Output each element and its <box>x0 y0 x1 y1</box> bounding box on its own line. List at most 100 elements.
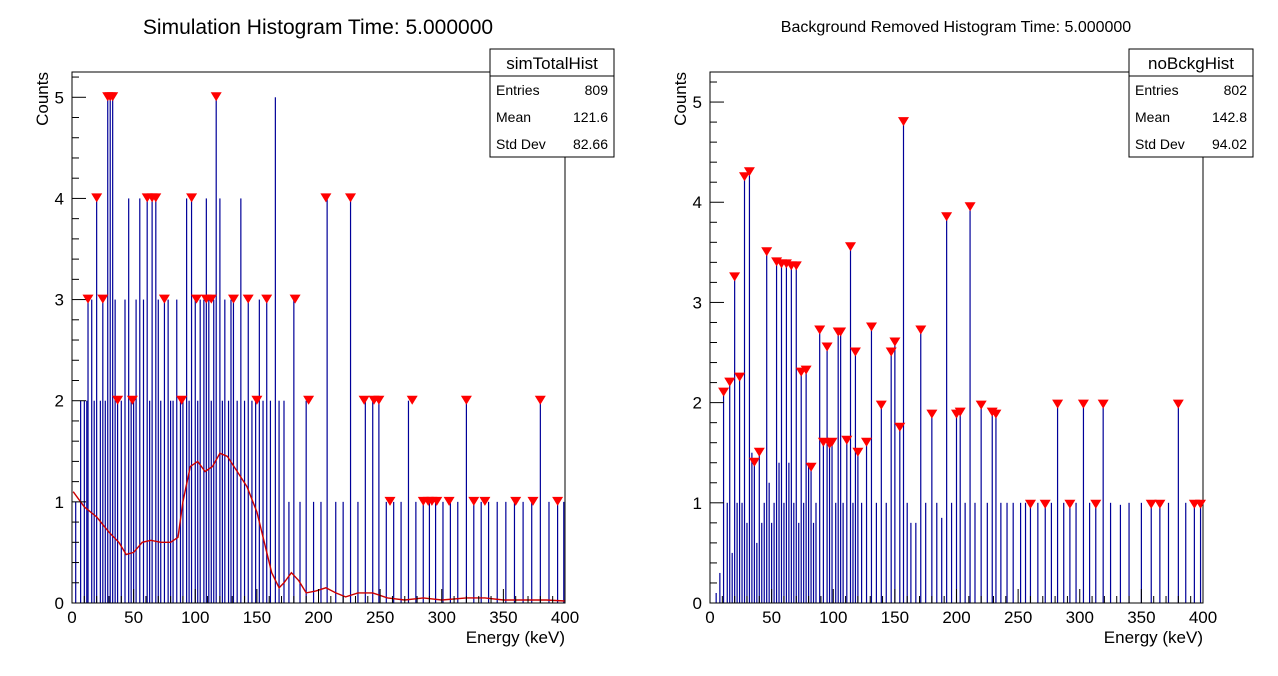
histogram-bar <box>487 501 490 603</box>
histogram-bar <box>729 382 731 603</box>
peak-marker <box>112 395 124 405</box>
histogram-bar <box>780 264 783 603</box>
histogram-bar <box>1024 502 1027 603</box>
histogram-bar <box>875 502 877 603</box>
peak-marker <box>821 342 833 352</box>
histogram-bar <box>969 207 971 603</box>
x-tick-label: 200 <box>304 608 332 627</box>
x-tick-label: 150 <box>243 608 271 627</box>
histogram-bar <box>865 442 868 603</box>
histogram-bar <box>902 122 905 603</box>
histogram-bar <box>232 299 235 603</box>
stats-box: simTotalHist Entries 809 Mean 121.6 Std Dev 82… <box>489 48 615 158</box>
peak-marker <box>805 462 817 472</box>
peak-marker <box>158 294 170 304</box>
histogram-bar <box>1199 504 1202 603</box>
histogram-bar <box>236 400 238 603</box>
peak-marker <box>852 447 864 457</box>
histogram-bar <box>1128 502 1130 603</box>
histogram-bar <box>758 452 760 603</box>
histogram-bar <box>1056 404 1059 603</box>
histogram-bar <box>258 299 260 603</box>
histogram-bar <box>385 501 387 603</box>
histogram-bar <box>243 400 246 603</box>
histogram-bar <box>808 462 810 603</box>
histogram-bar <box>931 414 933 603</box>
histogram-bar <box>1000 502 1002 603</box>
histogram-bar <box>157 299 159 603</box>
histogram-bar <box>262 400 264 603</box>
histogram-bar <box>133 400 135 603</box>
peak-marker <box>176 395 188 405</box>
histogram-bar <box>210 400 212 603</box>
peak-marker <box>251 395 263 405</box>
y-tick-label: 0 <box>693 594 702 613</box>
peak-marker <box>186 193 198 203</box>
histogram-bar <box>1109 502 1112 603</box>
histogram-bar <box>1167 502 1170 603</box>
histogram-bar <box>738 377 741 603</box>
histogram-bar <box>266 299 268 603</box>
histogram-bar <box>849 247 852 603</box>
histogram-bar <box>172 400 174 603</box>
histogram-bar <box>1185 502 1187 603</box>
y-tick-label: 4 <box>55 189 64 208</box>
x-tick-label: 400 <box>1189 608 1217 627</box>
peak-marker <box>358 395 370 405</box>
histogram-bar <box>86 400 88 603</box>
histogram-bar <box>203 299 205 603</box>
histogram-bar <box>75 501 77 603</box>
x-tick-label: 350 <box>489 608 517 627</box>
peak-marker <box>975 400 987 410</box>
histogram-bar <box>768 482 770 603</box>
histogram-bar <box>407 400 410 603</box>
histogram-bar <box>803 502 805 603</box>
x-tick-label: 100 <box>181 608 209 627</box>
bars-group <box>75 97 565 603</box>
peak-marker <box>926 409 938 419</box>
histogram-bar <box>496 501 498 603</box>
histogram-bar <box>170 400 172 603</box>
histogram-bar <box>251 400 253 603</box>
histogram-bar <box>815 502 817 603</box>
peak-marker <box>898 117 909 127</box>
histogram-bar <box>763 502 765 603</box>
x-tick-label: 300 <box>428 608 456 627</box>
y-tick-label: 4 <box>693 193 702 212</box>
stats-box-frame <box>489 48 615 158</box>
histogram-bar <box>925 502 927 603</box>
peak-marker <box>384 496 396 506</box>
x-tick-label: 250 <box>366 608 394 627</box>
histogram-bar <box>715 592 717 603</box>
y-tick-label: 1 <box>693 494 702 513</box>
peak-marker <box>814 325 826 335</box>
peak-marker <box>345 193 356 203</box>
histogram-bar <box>906 502 908 603</box>
peak-marker <box>861 437 872 447</box>
histogram-bar <box>854 352 857 603</box>
histogram-bar <box>130 400 132 603</box>
x-tick-label: 50 <box>762 608 781 627</box>
histogram-bar <box>155 198 157 603</box>
peak-marker <box>431 496 443 506</box>
histogram-bar <box>179 400 182 603</box>
histogram-bar <box>946 217 948 603</box>
histogram-bar <box>950 502 953 603</box>
histogram-bar <box>1095 504 1097 603</box>
histogram-bar <box>743 177 746 603</box>
histogram-bar <box>299 501 301 603</box>
histogram-bar <box>795 266 797 603</box>
histogram-bar <box>99 400 101 603</box>
histogram-bar <box>870 327 873 603</box>
panel-background-removed-histogram: Background Removed Histogram Time: 5.000… <box>671 19 1254 647</box>
histogram-bar <box>974 502 976 603</box>
peak-marker <box>373 395 385 405</box>
peak-marker <box>849 347 861 357</box>
histogram-bar <box>1029 504 1032 603</box>
histogram-bar <box>163 299 166 603</box>
